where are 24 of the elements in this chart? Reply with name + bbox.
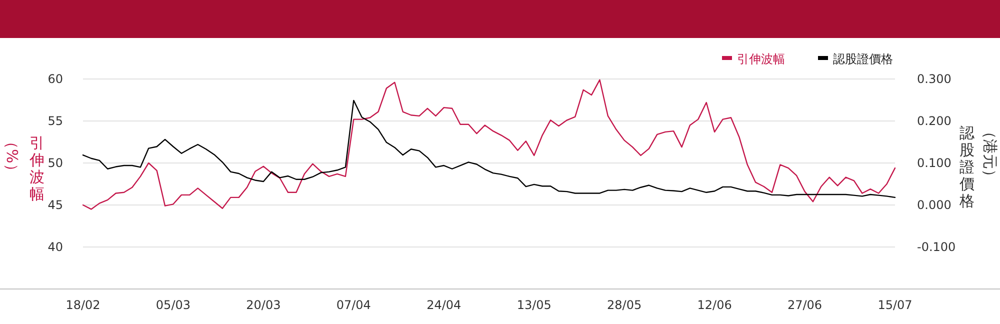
y2-tick-label: 0.300 [917, 72, 952, 86]
x-tick-label: 28/05 [607, 298, 642, 312]
x-tick-label: 05/03 [156, 298, 191, 312]
line-series [82, 100, 896, 198]
y-tick-label: 40 [48, 240, 63, 254]
legend-label: 引伸波幅 [737, 52, 785, 66]
y-tick-label: 50 [48, 156, 63, 170]
y2-tick-label: 0.200 [917, 114, 952, 128]
x-tick-label: 15/07 [878, 298, 912, 312]
x-tick-label: 13/05 [516, 298, 552, 312]
x-tick-label: 20/03 [246, 298, 281, 312]
y2-tick-label: -0.100 [917, 240, 956, 254]
line-series [82, 79, 896, 210]
x-tick-label: 27/06 [787, 298, 822, 312]
y2-tick-label: 0.100 [917, 156, 952, 170]
x-tick-label: 24/04 [426, 298, 462, 312]
legend-label: 認股證價格 [833, 52, 893, 66]
x-tick-label: 07/04 [336, 298, 371, 312]
y2-tick-label: 0.000 [917, 198, 952, 212]
y-tick-label: 55 [48, 114, 63, 128]
y-tick-label: 45 [48, 198, 63, 212]
x-tick-label: 18/02 [66, 298, 100, 312]
y-tick-label: 60 [48, 72, 63, 86]
x-tick-label: 12/06 [697, 298, 732, 312]
